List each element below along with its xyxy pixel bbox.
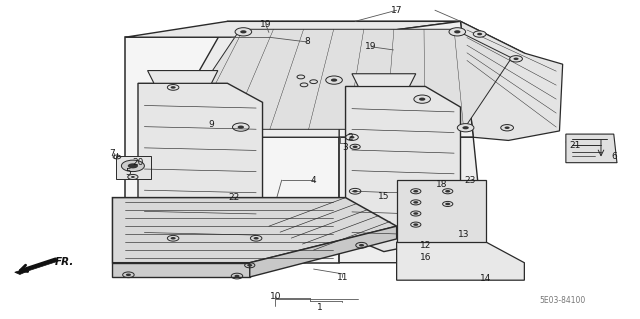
Circle shape (353, 190, 358, 193)
Text: 20: 20 (132, 158, 144, 167)
Text: 18: 18 (436, 181, 447, 189)
Text: 6: 6 (611, 152, 616, 161)
Circle shape (349, 136, 355, 138)
Circle shape (473, 31, 486, 37)
Text: 3: 3 (342, 143, 348, 152)
Text: 5E03-84100: 5E03-84100 (540, 296, 586, 305)
Circle shape (122, 160, 145, 172)
Circle shape (331, 78, 337, 82)
Text: 17: 17 (391, 6, 403, 15)
Text: 10: 10 (269, 292, 281, 300)
Text: 22: 22 (228, 193, 239, 202)
Circle shape (513, 57, 518, 60)
Circle shape (171, 237, 175, 240)
Circle shape (449, 28, 466, 36)
Polygon shape (250, 226, 397, 277)
Circle shape (463, 126, 468, 129)
Text: 19: 19 (260, 20, 271, 29)
Polygon shape (113, 263, 250, 277)
Circle shape (326, 76, 342, 84)
Text: 2: 2 (348, 133, 353, 142)
Circle shape (240, 30, 246, 33)
Text: 15: 15 (378, 191, 390, 201)
Circle shape (445, 190, 451, 193)
Circle shape (235, 28, 252, 36)
Polygon shape (116, 156, 151, 179)
Circle shape (509, 56, 522, 62)
Circle shape (234, 275, 239, 277)
Circle shape (445, 203, 451, 205)
Text: 14: 14 (481, 274, 492, 283)
Circle shape (419, 98, 426, 101)
Text: 11: 11 (337, 272, 348, 281)
Polygon shape (192, 29, 511, 129)
Circle shape (413, 201, 419, 204)
Circle shape (477, 33, 482, 35)
Circle shape (454, 30, 461, 33)
Polygon shape (339, 21, 473, 137)
Polygon shape (397, 180, 486, 242)
Polygon shape (339, 137, 486, 263)
Polygon shape (148, 70, 218, 83)
Polygon shape (125, 21, 461, 37)
Polygon shape (566, 134, 617, 163)
Text: FR.: FR. (55, 257, 74, 267)
Text: 21: 21 (570, 141, 581, 150)
Circle shape (128, 174, 138, 180)
Text: 12: 12 (420, 241, 431, 250)
Circle shape (253, 237, 259, 240)
Text: 7: 7 (109, 149, 115, 158)
Text: 4: 4 (311, 176, 316, 185)
Polygon shape (15, 259, 58, 274)
Circle shape (237, 125, 244, 129)
Circle shape (126, 273, 131, 276)
Circle shape (500, 124, 513, 131)
Circle shape (413, 212, 419, 215)
Circle shape (504, 126, 509, 129)
Text: 5: 5 (125, 168, 131, 177)
Polygon shape (397, 242, 524, 280)
Circle shape (413, 190, 419, 193)
Text: 1: 1 (317, 303, 323, 312)
Circle shape (247, 264, 252, 267)
Text: 13: 13 (458, 230, 469, 239)
Circle shape (413, 223, 419, 226)
Circle shape (359, 244, 364, 247)
Polygon shape (346, 86, 461, 252)
Text: 8: 8 (305, 38, 310, 47)
Circle shape (353, 145, 358, 148)
Circle shape (414, 95, 431, 103)
Circle shape (171, 86, 175, 89)
Polygon shape (179, 21, 524, 137)
Circle shape (128, 163, 138, 168)
Circle shape (232, 123, 249, 131)
Polygon shape (125, 37, 339, 263)
Text: 23: 23 (465, 176, 476, 185)
Text: 19: 19 (365, 42, 377, 51)
Text: 16: 16 (420, 254, 431, 263)
Polygon shape (113, 197, 397, 263)
Polygon shape (138, 83, 262, 255)
Polygon shape (461, 21, 563, 140)
Circle shape (458, 123, 474, 132)
Circle shape (131, 176, 135, 178)
Text: 9: 9 (209, 120, 214, 129)
Polygon shape (352, 74, 416, 86)
